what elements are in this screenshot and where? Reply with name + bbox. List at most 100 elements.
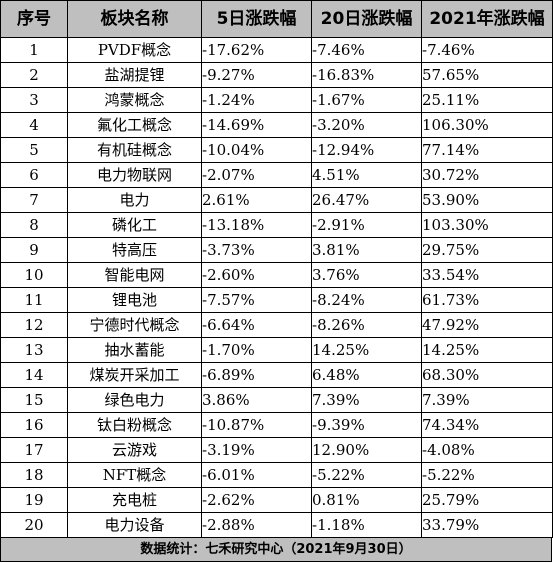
table-row: 13 抽水蓄能 -1.70% 14.25% 14.25%	[0, 337, 553, 363]
cell-5day-change: -3.19%	[201, 437, 312, 463]
table-row: 14 煤炭开采加工 -6.89% 6.48% 68.30%	[0, 362, 553, 388]
cell-sector-name: 电力	[67, 187, 202, 213]
cell-sector-name: 充电桩	[67, 487, 202, 513]
cell-2021-change: 74.34%	[421, 412, 553, 438]
cell-5day-change: -2.07%	[201, 162, 312, 188]
table-row: 3 鸿蒙概念 -1.24% -1.67% 25.11%	[0, 87, 553, 113]
cell-20day-change: -9.39%	[311, 412, 422, 438]
table-row: 7 电力 2.61% 26.47% 53.90%	[0, 187, 553, 213]
cell-serial: 12	[0, 312, 68, 338]
cell-serial: 14	[0, 362, 68, 388]
cell-5day-change: -14.69%	[201, 112, 312, 138]
cell-20day-change: -8.24%	[311, 287, 422, 313]
cell-20day-change: 26.47%	[311, 187, 422, 213]
cell-sector-name: 钛白粉概念	[67, 412, 202, 438]
header-serial: 序号	[0, 0, 68, 38]
source-footer: 数据统计：七禾研究中心（2021年9月30日）	[0, 538, 552, 562]
table-row: 20 电力设备 -2.88% -1.18% 33.79%	[0, 512, 553, 538]
cell-20day-change: -7.46%	[311, 37, 422, 63]
cell-5day-change: -1.70%	[201, 337, 312, 363]
table-row: 9 特高压 -3.73% 3.81% 29.75%	[0, 237, 553, 263]
cell-20day-change: -5.22%	[311, 462, 422, 488]
cell-sector-name: PVDF概念	[67, 37, 202, 63]
header-row: 序号 板块名称 5日涨跌幅 20日涨跌幅 2021年涨跌幅	[0, 0, 553, 38]
cell-20day-change: -1.67%	[311, 87, 422, 113]
cell-serial: 3	[0, 87, 68, 113]
cell-serial: 19	[0, 487, 68, 513]
cell-20day-change: 4.51%	[311, 162, 422, 188]
cell-5day-change: -6.64%	[201, 312, 312, 338]
cell-serial: 13	[0, 337, 68, 363]
cell-5day-change: -6.01%	[201, 462, 312, 488]
cell-5day-change: -10.87%	[201, 412, 312, 438]
cell-20day-change: 0.81%	[311, 487, 422, 513]
cell-5day-change: -2.62%	[201, 487, 312, 513]
cell-20day-change: -1.18%	[311, 512, 422, 538]
table-row: 15 绿色电力 3.86% 7.39% 7.39%	[0, 387, 553, 413]
cell-sector-name: 抽水蓄能	[67, 337, 202, 363]
cell-2021-change: 106.30%	[421, 112, 553, 138]
cell-serial: 4	[0, 112, 68, 138]
cell-5day-change: -17.62%	[201, 37, 312, 63]
cell-2021-change: 53.90%	[421, 187, 553, 213]
header-sector-name: 板块名称	[67, 0, 202, 38]
cell-sector-name: 磷化工	[67, 212, 202, 238]
table-row: 6 电力物联网 -2.07% 4.51% 30.72%	[0, 162, 553, 188]
cell-sector-name: 有机硅概念	[67, 137, 202, 163]
table-row: 5 有机硅概念 -10.04% -12.94% 77.14%	[0, 137, 553, 163]
table-row: 8 磷化工 -13.18% -2.91% 103.30%	[0, 212, 553, 238]
cell-20day-change: -2.91%	[311, 212, 422, 238]
cell-sector-name: 特高压	[67, 237, 202, 263]
cell-20day-change: 6.48%	[311, 362, 422, 388]
cell-2021-change: 30.72%	[421, 162, 553, 188]
cell-20day-change: -8.26%	[311, 312, 422, 338]
cell-serial: 6	[0, 162, 68, 188]
cell-2021-change: 47.92%	[421, 312, 553, 338]
cell-serial: 2	[0, 62, 68, 88]
cell-5day-change: -7.57%	[201, 287, 312, 313]
table-row: 12 宁德时代概念 -6.64% -8.26% 47.92%	[0, 312, 553, 338]
cell-serial: 7	[0, 187, 68, 213]
cell-20day-change: -12.94%	[311, 137, 422, 163]
cell-5day-change: -9.27%	[201, 62, 312, 88]
cell-2021-change: 68.30%	[421, 362, 553, 388]
cell-sector-name: 鸿蒙概念	[67, 87, 202, 113]
cell-5day-change: -2.88%	[201, 512, 312, 538]
cell-5day-change: -6.89%	[201, 362, 312, 388]
cell-2021-change: 7.39%	[421, 387, 553, 413]
cell-serial: 5	[0, 137, 68, 163]
cell-serial: 18	[0, 462, 68, 488]
table-row: 1 PVDF概念 -17.62% -7.46% -7.46%	[0, 37, 553, 63]
cell-2021-change: -4.08%	[421, 437, 553, 463]
cell-5day-change: -2.60%	[201, 262, 312, 288]
cell-2021-change: 29.75%	[421, 237, 553, 263]
table-row: 4 氟化工概念 -14.69% -3.20% 106.30%	[0, 112, 553, 138]
cell-2021-change: 33.54%	[421, 262, 553, 288]
cell-sector-name: 宁德时代概念	[67, 312, 202, 338]
cell-serial: 1	[0, 37, 68, 63]
cell-2021-change: 57.65%	[421, 62, 553, 88]
cell-5day-change: -1.24%	[201, 87, 312, 113]
header-5day-change: 5日涨跌幅	[201, 0, 312, 38]
cell-2021-change: 25.11%	[421, 87, 553, 113]
header-2021-change: 2021年涨跌幅	[421, 0, 553, 38]
cell-20day-change: 12.90%	[311, 437, 422, 463]
cell-sector-name: 电力物联网	[67, 162, 202, 188]
table-row: 19 充电桩 -2.62% 0.81% 25.79%	[0, 487, 553, 513]
cell-5day-change: 3.86%	[201, 387, 312, 413]
cell-2021-change: 61.73%	[421, 287, 553, 313]
cell-5day-change: 2.61%	[201, 187, 312, 213]
cell-20day-change: 7.39%	[311, 387, 422, 413]
cell-serial: 10	[0, 262, 68, 288]
table-row: 17 云游戏 -3.19% 12.90% -4.08%	[0, 437, 553, 463]
cell-sector-name: 氟化工概念	[67, 112, 202, 138]
sector-performance-table: 序号 板块名称 5日涨跌幅 20日涨跌幅 2021年涨跌幅 1 PVDF概念 -17…	[0, 0, 553, 538]
cell-serial: 15	[0, 387, 68, 413]
cell-5day-change: -3.73%	[201, 237, 312, 263]
table-row: 11 锂电池 -7.57% -8.24% 61.73%	[0, 287, 553, 313]
table-row: 2 盐湖提锂 -9.27% -16.83% 57.65%	[0, 62, 553, 88]
cell-serial: 20	[0, 512, 68, 538]
cell-20day-change: 3.76%	[311, 262, 422, 288]
cell-sector-name: 盐湖提锂	[67, 62, 202, 88]
